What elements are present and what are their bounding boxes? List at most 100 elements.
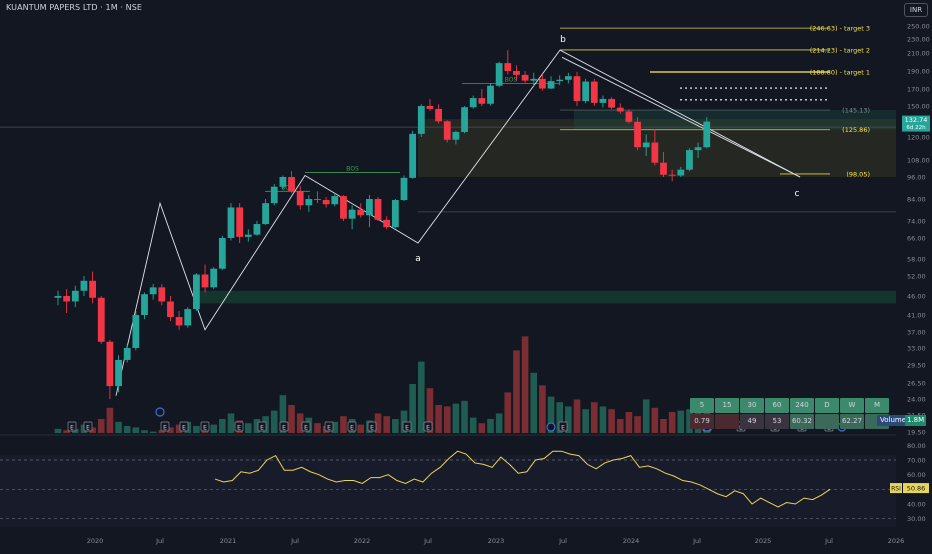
supply-zone [574, 110, 896, 130]
volume-bar [426, 388, 434, 433]
volume-bar [314, 423, 321, 433]
candle-body [478, 98, 486, 104]
volume-bar [677, 410, 685, 433]
volume-bar [97, 419, 105, 433]
volume-bar [487, 419, 494, 433]
tf-value-cell: 0.79 [690, 414, 714, 429]
time-tick-label: Jul [824, 537, 833, 545]
candle-body [391, 200, 399, 228]
volume-bar [63, 430, 70, 433]
time-tick-label: Jul [290, 537, 299, 545]
candle-body [677, 169, 685, 176]
volume-bar [495, 413, 503, 433]
candle-body [322, 200, 330, 205]
candle-body [244, 234, 252, 237]
rsi-pane-background [0, 455, 896, 527]
target-level-label: (188.80) - target 1 [810, 69, 870, 77]
earnings-marker-label: E [370, 424, 374, 431]
currency-button[interactable]: INR [904, 3, 928, 17]
earnings-marker [367, 421, 377, 432]
candle-body [452, 131, 460, 140]
price-tick-label: 230.00 [907, 36, 930, 44]
timeframe-rsi-table: 5 15 30 60 240 D W M 0.79 49 53 60.32 62.27 [690, 398, 889, 429]
wave-zigzag [115, 49, 801, 396]
price-tick-label: 41.00 [907, 312, 926, 320]
price-tick-label: 96.00 [907, 174, 926, 182]
candle-body [547, 81, 555, 89]
time-tick-label: 2021 [220, 537, 237, 545]
candle-body [348, 209, 356, 219]
price-tick-label: 170.00 [907, 86, 930, 94]
earnings-marker-label: E [426, 424, 430, 431]
candle-body [158, 287, 166, 302]
candle-body [227, 207, 235, 238]
volume-bar [539, 385, 546, 433]
volume-value: 1.8M [905, 415, 927, 426]
candle-body [530, 78, 538, 81]
rsi-value: 50.86 [907, 485, 926, 493]
price-tick-label: 33.00 [907, 345, 926, 353]
earnings-marker-label: E [304, 424, 308, 431]
wave-channel-line [561, 56, 801, 178]
target-level-label: (125.86) [842, 126, 870, 134]
earnings-marker-label: E [70, 424, 74, 431]
candle-body [210, 268, 218, 288]
rsi-name-tag [890, 483, 902, 494]
price-tick-label: 19.50 [907, 429, 926, 437]
volume-bar [89, 427, 96, 433]
earnings-marker [234, 421, 244, 432]
candle-body [71, 290, 79, 302]
volume-bar [409, 384, 416, 433]
volume-bar [392, 419, 399, 433]
rsi-tick-label: 40.00 [907, 501, 926, 509]
volume-bar [599, 406, 607, 433]
volume-bar [452, 403, 460, 433]
volume-bar [642, 399, 650, 433]
volume-bar [582, 409, 589, 433]
candle-body [625, 111, 633, 122]
candle-body [270, 186, 278, 204]
price-tick-label: 46.00 [907, 293, 926, 301]
candle-body [115, 359, 122, 387]
volume-bar [167, 427, 174, 433]
candle-body [634, 121, 641, 148]
volume-bar [469, 417, 477, 433]
candle-body [253, 224, 261, 235]
candle-body [435, 108, 442, 122]
volume-bar [625, 412, 633, 433]
candle-body [331, 196, 339, 205]
earnings-marker [200, 421, 210, 432]
earnings-marker-label: E [203, 424, 207, 431]
target-level-label: (145.13) [842, 107, 870, 115]
earnings-marker-label: E [405, 424, 409, 431]
candle-body [417, 106, 425, 134]
earnings-marker-label: E [561, 424, 565, 431]
earnings-marker-label: E [282, 424, 286, 431]
tf-value-cell: 49 [740, 414, 764, 429]
earnings-marker-label: E [182, 424, 186, 431]
volume-bar [123, 426, 131, 433]
tf-header-cell: W [840, 398, 864, 413]
candle-body [582, 81, 590, 102]
last-price-value: 132.74 [905, 116, 928, 124]
tf-value-cell: 60.32 [790, 414, 814, 429]
earnings-marker [347, 421, 357, 432]
candle-body [305, 199, 313, 206]
time-tick-label: Jul [155, 537, 164, 545]
volume-bar [54, 428, 62, 433]
earnings-marker-label: E [163, 424, 167, 431]
volume-bar [374, 413, 382, 433]
candle-body [521, 74, 529, 81]
earnings-marker [160, 421, 170, 432]
candle-body [123, 348, 131, 360]
wave-label-c: c [795, 189, 800, 199]
volume-bar [106, 407, 114, 433]
volume-bar [175, 424, 183, 433]
price-tick-label: 74.00 [907, 218, 926, 226]
volume-bar [279, 395, 287, 433]
price-tick-label: 210.00 [907, 50, 930, 58]
tf-header-cell: D [815, 398, 839, 413]
candle-body [668, 174, 676, 176]
